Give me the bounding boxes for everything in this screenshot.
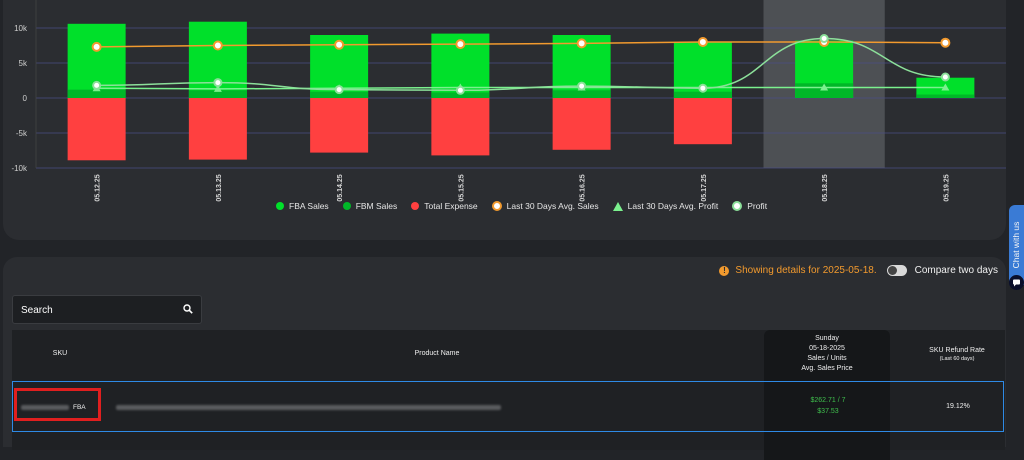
bar-fbm-sales — [431, 92, 490, 98]
bar-fbm-sales — [916, 94, 975, 98]
search-icon[interactable] — [183, 304, 193, 314]
bar-fbm-sales — [673, 91, 732, 98]
compare-label: Compare two days — [914, 265, 998, 276]
point-avg-sales — [212, 40, 223, 51]
header-product-name[interactable]: Product Name — [414, 350, 460, 357]
sales-chart[interactable]: 10k 5k 0 -5k -10k 05.12.25 05.13.25 05.14.25 05.… — [3, 0, 1006, 240]
legend-label: Last 30 Days Avg. Sales — [506, 201, 599, 211]
legend-item[interactable]: Last 30 Days Avg. Profit — [612, 201, 719, 211]
y-tick-label: 10k — [14, 24, 28, 33]
bar-fbm-sales — [552, 90, 611, 98]
chat-bubble-icon[interactable] — [1009, 275, 1024, 290]
details-info-text: Showing details for 2025-05-18. — [735, 265, 877, 276]
legend-label: FBM Sales — [355, 201, 398, 211]
y-tick-label: -10k — [11, 164, 28, 173]
legend-label: Total Expense — [424, 201, 478, 211]
bar-total-expense — [431, 98, 490, 156]
x-tick-label: 05.16.25 — [580, 174, 587, 201]
point-avg-sales — [334, 39, 345, 50]
x-tick-label: 05.12.25 — [95, 174, 102, 201]
point-avg-sales — [91, 41, 102, 52]
y-tick-label: 5k — [19, 59, 28, 68]
point-profit — [698, 83, 708, 93]
legend-item[interactable]: Profit — [732, 201, 767, 211]
header-day-date: 05-18-2025 — [809, 345, 845, 352]
table-row[interactable]: FBA $262.71 / 7 $37.53 19.12% — [12, 381, 1004, 432]
y-tick-label: 0 — [23, 94, 28, 103]
chat-widget[interactable] — [1009, 205, 1024, 285]
point-avg-sales — [940, 37, 951, 48]
x-tick-label: 05.15.25 — [458, 174, 465, 201]
legend-item[interactable]: FBM Sales — [342, 201, 398, 211]
legend-marker — [732, 201, 743, 211]
point-avg-sales — [697, 37, 708, 47]
y-tick-label: -5k — [16, 129, 28, 138]
legend-marker — [276, 202, 284, 210]
bar-total-expense — [67, 98, 126, 161]
search-box — [12, 295, 202, 324]
legend-label: Profit — [747, 201, 768, 211]
line-avg-sales — [96, 41, 946, 48]
refund-rate-value: 19.12% — [946, 403, 970, 410]
point-avg-sales — [455, 39, 466, 50]
legend-label: Last 30 Days Avg. Profit — [627, 201, 719, 211]
chart-legend: FBA Sales FBM Sales Total Expense Last 30 D… — [276, 199, 767, 213]
header-sales-units[interactable]: Sales / Units — [807, 355, 847, 362]
point-profit — [940, 72, 950, 82]
avg-price-value: $37.53 — [817, 408, 839, 415]
info-icon: ! — [719, 265, 730, 276]
point-profit — [92, 80, 102, 90]
legend-marker — [612, 201, 623, 211]
header-avg-price[interactable]: Avg. Sales Price — [801, 365, 853, 372]
sku-details-panel: ! Showing details for 2025-05-18. Compar… — [3, 257, 1006, 460]
legend-item[interactable]: FBA Sales — [276, 201, 329, 211]
bar-total-expense — [188, 98, 247, 160]
point-profit — [334, 85, 344, 95]
product-name-redacted[interactable] — [116, 405, 501, 410]
sku-highlight-box — [14, 388, 101, 421]
point-profit — [213, 78, 223, 88]
bar-total-expense — [673, 98, 732, 145]
legend-marker — [491, 201, 502, 211]
legend-item[interactable]: Last 30 Days Avg. Sales — [491, 201, 599, 211]
day-column — [764, 330, 890, 460]
point-avg-profit — [820, 83, 829, 91]
x-tick-label: 05.18.25 — [822, 174, 829, 201]
header-refund-rate[interactable]: SKU Refund Rate — [929, 347, 985, 354]
x-tick-label: 05.17.25 — [701, 174, 708, 201]
point-avg-profit — [941, 83, 950, 91]
header-day-name: Sunday — [815, 335, 839, 342]
bar-fbm-sales — [188, 90, 247, 98]
search-input[interactable] — [19, 302, 173, 319]
details-info-row: ! Showing details for 2025-05-18. Compar… — [719, 265, 998, 276]
line-profit — [96, 37, 946, 92]
x-tick-label: 05.13.25 — [216, 174, 223, 201]
bar-fbm-sales — [310, 91, 369, 98]
point-avg-profit — [213, 84, 222, 92]
x-tick-label: 05.19.25 — [943, 174, 950, 201]
bar-total-expense — [552, 98, 611, 150]
compare-toggle[interactable] — [886, 265, 907, 276]
bar-fbm-sales — [67, 89, 126, 98]
legend-marker — [411, 202, 420, 210]
fulfillment-tag: FBA — [73, 404, 86, 411]
point-profit — [819, 34, 829, 43]
header-sku[interactable]: SKU — [52, 350, 68, 357]
legend-marker — [342, 202, 351, 210]
chat-label[interactable]: Chat with us — [1011, 221, 1021, 269]
bar-total-expense — [310, 98, 369, 153]
x-tick-label: 05.14.25 — [337, 174, 344, 201]
legend-item[interactable]: Total Expense — [411, 201, 478, 211]
sku-table: SKU Product Name Sunday 05-18-2025 Sales… — [12, 330, 1005, 460]
sales-chart-panel: 10k 5k 0 -5k -10k 05.12.25 05.13.25 05.14.25 05.… — [3, 0, 1006, 240]
point-avg-sales — [576, 38, 587, 49]
legend-label: FBA Sales — [289, 201, 329, 211]
point-profit — [455, 85, 465, 95]
point-profit — [577, 81, 587, 91]
sku-redacted — [21, 405, 69, 410]
sales-units-value: $262.71 / 7 — [810, 397, 846, 404]
header-refund-subtitle: (Last 60 days) — [939, 356, 975, 362]
